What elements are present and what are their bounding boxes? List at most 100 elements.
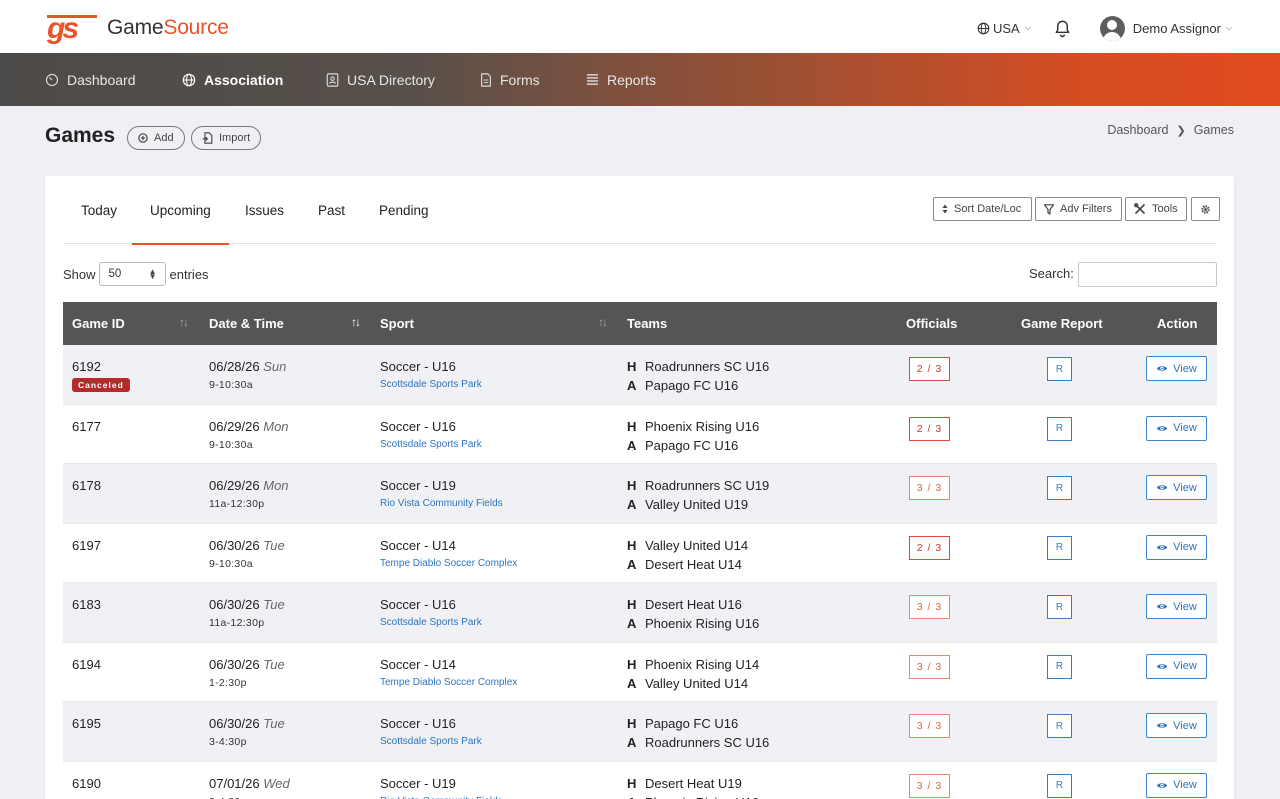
location-link[interactable]: Rio Vista Community Fields: [380, 498, 503, 509]
chevron-down-icon: ⌵: [1024, 23, 1031, 32]
game-time: 9-10:30a: [209, 557, 253, 570]
officials-button[interactable]: 3 / 3: [909, 773, 950, 798]
nav-reports[interactable]: Reports: [586, 53, 656, 106]
user-menu[interactable]: Demo Assignor ⌵: [1099, 15, 1232, 41]
col-date-time[interactable]: Date & Time: [209, 316, 284, 331]
home-marker: H: [627, 478, 637, 493]
entries-label: entries: [169, 266, 209, 282]
entries-select[interactable]: 50 ▲ ▼: [98, 262, 166, 286]
location-link[interactable]: Scottsdale Sports Park: [380, 617, 482, 628]
view-button[interactable]: View: [1146, 356, 1207, 381]
home-team: H Valley United U14: [627, 537, 749, 553]
notifications-button[interactable]: [1053, 19, 1072, 38]
game-report-button[interactable]: R: [1047, 535, 1072, 560]
games-card: Today Upcoming Issues Past Pending Sort …: [45, 176, 1234, 799]
view-button[interactable]: View: [1146, 475, 1207, 500]
tab-issues[interactable]: Issues: [245, 202, 285, 218]
tab-upcoming[interactable]: Upcoming: [132, 176, 229, 245]
breadcrumb-dashboard[interactable]: Dashboard: [1107, 123, 1169, 137]
tools-button[interactable]: Tools: [1125, 197, 1187, 221]
away-team: A Papago FC U16: [627, 378, 739, 393]
globe-icon: [182, 73, 196, 86]
gs-logo-mark: gs: [46, 12, 97, 45]
away-marker: A: [627, 675, 637, 691]
view-label: View: [1173, 779, 1197, 791]
nav-label: Dashboard: [67, 71, 136, 88]
view-button[interactable]: View: [1146, 713, 1207, 738]
officials-button[interactable]: 2 / 3: [909, 416, 950, 441]
app-name: GameSource: [107, 16, 229, 39]
sort-button[interactable]: Sort Date/Loc: [933, 197, 1032, 221]
away-team: A Desert Heat U14: [627, 556, 742, 572]
view-button[interactable]: View: [1146, 772, 1207, 798]
officials-button[interactable]: 3 / 3: [909, 476, 950, 500]
location-link[interactable]: Scottsdale Sports Park: [380, 438, 482, 450]
game-report-button[interactable]: R: [1047, 595, 1072, 619]
away-marker: A: [627, 735, 637, 750]
table-header: Game ID ↑↓ Date & Time ↑↓ Sport ↑↓ Teams…: [63, 302, 1217, 345]
game-date: 06/30/26 Tue: [209, 656, 285, 672]
game-report-button[interactable]: R: [1047, 654, 1072, 679]
away-team: A Valley United U14: [627, 675, 749, 691]
game-report-button[interactable]: R: [1047, 714, 1072, 738]
col-game-id[interactable]: Game ID: [72, 316, 125, 331]
game-sport: Soccer - U16: [380, 359, 456, 374]
file-import-icon: [202, 132, 213, 144]
add-button[interactable]: Add: [127, 126, 185, 150]
game-sport: Soccer - U16: [380, 418, 456, 434]
game-id: 6197: [72, 537, 101, 553]
officials-button[interactable]: 3 / 3: [909, 654, 950, 679]
table-body: 6192 Canceled 06/28/26 Sun 9-10:30a Socc…: [63, 345, 1217, 799]
list-icon: [586, 74, 599, 85]
nav-dashboard[interactable]: Dashboard: [45, 53, 136, 106]
gamesource-logo[interactable]: gs GameSource: [45, 11, 229, 45]
game-time: 11a-12:30p: [209, 617, 265, 629]
home-team: H Roadrunners SC U16: [627, 359, 770, 374]
eye-icon: [1157, 425, 1168, 431]
view-button[interactable]: View: [1146, 415, 1207, 441]
col-sport[interactable]: Sport: [380, 316, 414, 331]
game-report-button[interactable]: R: [1047, 357, 1072, 381]
nav-usa-directory[interactable]: USA Directory: [326, 53, 435, 106]
game-report-button[interactable]: R: [1047, 476, 1072, 500]
view-button[interactable]: View: [1146, 653, 1207, 679]
away-marker: A: [627, 556, 637, 572]
main-nav: Dashboard Association USA Directory Form…: [0, 53, 1280, 106]
nav-association[interactable]: Association: [182, 53, 283, 106]
nav-label: Reports: [607, 71, 657, 88]
location-link[interactable]: Scottsdale Sports Park: [380, 736, 482, 747]
officials-button[interactable]: 3 / 3: [909, 714, 950, 738]
tab-today[interactable]: Today: [81, 202, 118, 218]
page-title: Games: [45, 124, 116, 147]
game-report-button[interactable]: R: [1047, 773, 1072, 798]
away-marker: A: [627, 795, 645, 799]
game-date: 06/30/26 Tue: [209, 597, 285, 612]
adv-filters-button[interactable]: Adv Filters: [1035, 197, 1122, 221]
country-selector[interactable]: USA ⌵: [977, 21, 1031, 36]
officials-button[interactable]: 2 / 3: [909, 535, 950, 560]
view-label: View: [1173, 660, 1197, 672]
country-label: USA: [992, 20, 1020, 36]
game-id: 6183: [72, 597, 101, 612]
game-time: 1-2:30p: [209, 676, 247, 689]
view-button[interactable]: View: [1146, 534, 1207, 560]
location-link[interactable]: Scottsdale Sports Park: [380, 379, 482, 390]
view-button[interactable]: View: [1146, 594, 1207, 619]
officials-button[interactable]: 3 / 3: [909, 595, 950, 619]
location-link[interactable]: Tempe Diablo Soccer Complex: [380, 557, 518, 569]
officials-button[interactable]: 2 / 3: [909, 357, 950, 381]
settings-button[interactable]: [1191, 197, 1220, 221]
tab-past[interactable]: Past: [318, 202, 346, 218]
sort-label: Sort Date/Loc: [954, 203, 1022, 215]
game-report-button[interactable]: R: [1047, 416, 1072, 441]
tab-pending[interactable]: Pending: [379, 202, 429, 218]
search-input[interactable]: [1078, 262, 1217, 287]
location-link[interactable]: Tempe Diablo Soccer Complex: [380, 676, 518, 688]
location-link[interactable]: Rio Vista Community Fields: [380, 796, 503, 799]
home-marker: H: [627, 597, 637, 612]
tools-icon: [1134, 203, 1146, 215]
chevron-right-icon: ❯: [1176, 124, 1186, 137]
nav-forms[interactable]: Forms: [480, 53, 540, 106]
import-button[interactable]: Import: [191, 126, 262, 150]
